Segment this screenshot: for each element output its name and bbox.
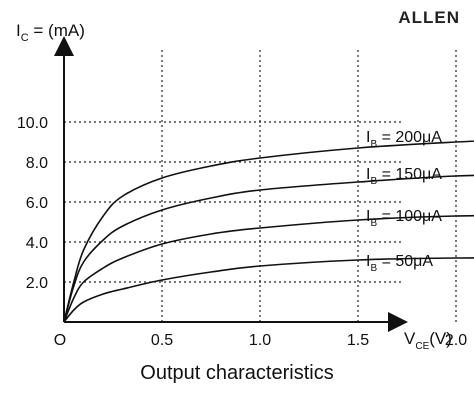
x-tick-label: 2.0 [445,332,467,349]
y-tick-label: 10.0 [17,115,48,132]
curves-layer [63,140,474,323]
series-label: IB = 150μA [366,166,442,187]
axes-layer [54,36,408,332]
y-tick-label: 4.0 [26,235,48,252]
series-line [63,214,474,323]
series-line [63,174,474,323]
series-label: IB = 50μA [366,253,433,274]
tick-labels-layer: 0.51.01.52.02.53.02.04.06.08.010.0O [17,115,467,349]
brand-logo: ALLEN [398,8,460,27]
grid-layer [64,50,457,322]
x-tick-label: 1.5 [347,332,369,349]
y-tick-label: 8.0 [26,155,48,172]
y-tick-label: 6.0 [26,195,48,212]
series-line [63,140,474,323]
y-tick-label: 2.0 [26,275,48,292]
chart-title: Output characteristics [140,362,334,384]
y-axis-title: IC = (mA) [16,21,85,44]
origin-label: O [54,332,66,349]
curve-labels-layer: IB = 200μA IB = 150μA IB = 100μA IB = 50μA [366,129,442,274]
series-label: IB = 200μA [366,129,442,150]
axis-titles-layer: IC = (mA) VCE(V) [16,21,452,352]
series-label: IB = 100μA [366,208,442,229]
series-line [63,257,474,323]
x-axis-title: VCE(V) [404,329,452,352]
x-tick-label: 1.0 [249,332,271,349]
x-tick-label: 0.5 [151,332,173,349]
